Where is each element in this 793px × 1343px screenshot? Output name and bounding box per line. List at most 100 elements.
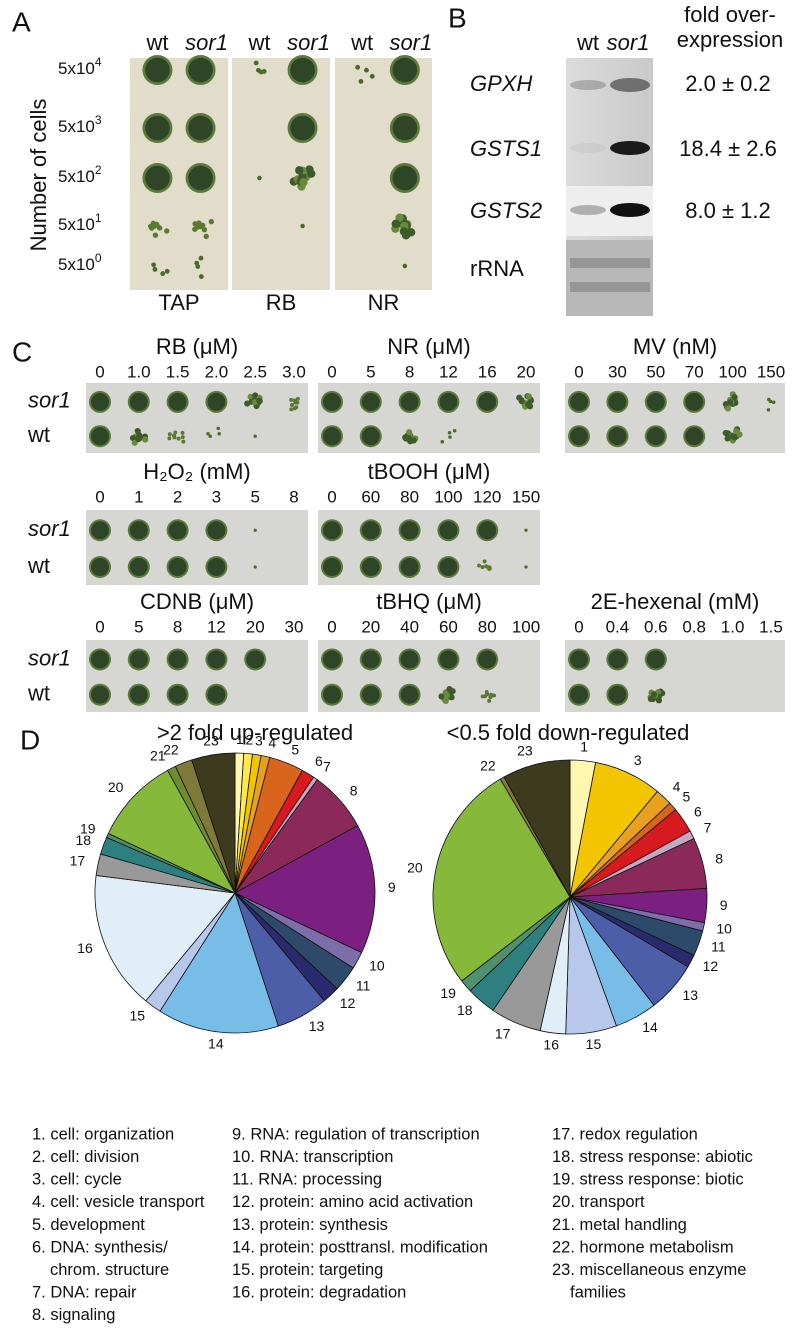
colony-spot [185, 55, 216, 85]
chart-title: >2 fold up-regulated [157, 720, 353, 745]
slice-label: 19 [440, 985, 456, 1001]
legend-item: 4. cell: vesicle transport [32, 1193, 205, 1211]
plate [318, 510, 540, 585]
concentration-label: 8 [405, 362, 414, 381]
dilution-exp: 2 [95, 163, 102, 177]
colony [486, 565, 491, 570]
colony-spot [166, 390, 189, 413]
legend-item: 5. development [32, 1216, 145, 1234]
colony [295, 396, 300, 401]
plate [565, 640, 785, 712]
colony-spot [253, 528, 257, 532]
slice-label: 22 [163, 741, 179, 757]
strain-label: sor1 [287, 30, 330, 55]
colony-spot [142, 113, 173, 143]
strain-label: wt [350, 30, 373, 55]
colony-spot [440, 428, 457, 444]
colony-spot [205, 556, 228, 578]
strain-label: wt [145, 30, 168, 55]
colony-spot [568, 390, 590, 413]
colony [244, 400, 251, 407]
legend-item: 10. RNA: transcription [232, 1148, 393, 1166]
group-title: tBOOH (μM) [368, 459, 491, 484]
colony-spot [287, 55, 318, 85]
spot-core [400, 685, 419, 704]
concentration-label: 100 [718, 362, 746, 381]
colony [256, 397, 263, 404]
blot-band [610, 141, 650, 155]
legend-item: 14. protein: posttransl. modification [232, 1238, 488, 1256]
colony [524, 565, 528, 569]
legend-item: 21. metal handling [552, 1216, 687, 1234]
spot-core [90, 521, 110, 540]
fold-value: 18.4 ± 2.6 [679, 136, 777, 161]
spot-core [361, 427, 380, 446]
strain-label: sor1 [28, 645, 71, 670]
concentration-label: 100 [512, 617, 540, 636]
colony [180, 435, 185, 440]
colony-spot [321, 556, 343, 578]
spot-core [361, 521, 380, 540]
concentration-label: 150 [757, 362, 785, 381]
colony-spot [166, 648, 189, 671]
slice-label: 19 [80, 821, 96, 837]
colony [160, 271, 166, 277]
legend-item: 8. signaling [32, 1306, 115, 1324]
slice-label: 22 [480, 757, 496, 773]
colony [206, 432, 210, 436]
colony-spot [185, 163, 216, 193]
colony [722, 429, 729, 437]
strain-label: sor1 [607, 30, 650, 55]
colony [216, 426, 221, 431]
spot-core [145, 57, 170, 83]
colony [129, 434, 137, 442]
colony [198, 255, 204, 261]
colony [307, 169, 316, 178]
colony [364, 67, 369, 73]
slice-label: 15 [586, 1036, 602, 1052]
strain-label: sor1 [185, 30, 228, 55]
concentration-label: 1.0 [127, 362, 151, 381]
colony-spot [398, 648, 421, 671]
slice-label: 4 [268, 734, 276, 750]
concentration-label: 3.0 [282, 362, 306, 381]
slice-label: 21 [150, 747, 166, 763]
colony [256, 67, 261, 73]
concentration-label: 8 [289, 487, 298, 506]
colony-spot [437, 556, 460, 578]
slice-label: 23 [517, 742, 533, 758]
spot-core [392, 115, 418, 141]
spot-core [392, 57, 418, 83]
colony [217, 432, 221, 436]
colony-spot [289, 165, 316, 191]
gene-label: GPXH [470, 71, 532, 96]
colony-spot [127, 648, 150, 671]
blot-band [610, 203, 650, 217]
colony-spot [476, 519, 499, 542]
colony [438, 693, 445, 700]
colony [208, 218, 215, 225]
concentration-label: 0 [95, 362, 104, 381]
spot-core [290, 57, 315, 83]
legend-item: 11. RNA: processing [232, 1171, 382, 1189]
colony [729, 433, 736, 440]
colony-spot [766, 397, 776, 412]
colony-spot [606, 683, 629, 706]
spot-core [569, 427, 589, 446]
blot-band [570, 80, 606, 90]
rrna-band [570, 282, 650, 292]
spot-core [90, 392, 110, 411]
colony-spot [524, 528, 528, 532]
spot-core [439, 557, 458, 577]
colony-spot [389, 55, 420, 85]
panel-label: A [12, 6, 31, 37]
colony [766, 408, 771, 412]
legend-item: 2. cell: division [32, 1148, 139, 1166]
colony-spot [166, 683, 189, 706]
colony-spot [253, 434, 257, 438]
colony [482, 559, 487, 564]
spot-core [322, 650, 342, 669]
spot-core [207, 685, 226, 704]
colony-spot [606, 425, 629, 448]
